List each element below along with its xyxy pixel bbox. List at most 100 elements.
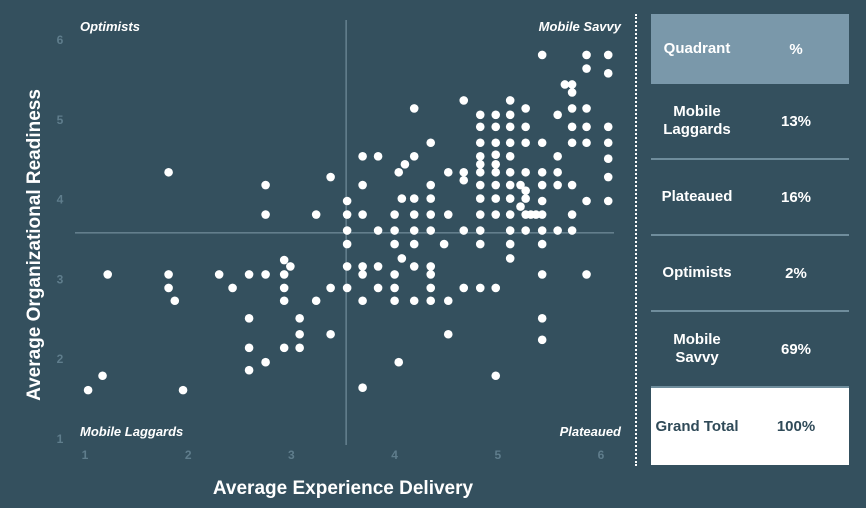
header-percent: %: [789, 40, 803, 58]
data-point: [311, 296, 321, 306]
data-point: [459, 226, 469, 235]
data-point: [279, 283, 289, 293]
data-point: [505, 152, 515, 161]
data-point: [603, 172, 613, 182]
data-point: [553, 110, 562, 120]
data-point: [426, 180, 436, 190]
data-point: [83, 385, 93, 395]
data-point: [475, 122, 485, 132]
data-point: [390, 210, 399, 219]
data-point: [491, 150, 501, 160]
data-point: [426, 262, 436, 271]
data-point: [358, 296, 367, 306]
data-point: [491, 180, 501, 190]
data-point: [560, 80, 570, 89]
quadrant-label-bottom-left: Mobile Laggards: [80, 424, 183, 439]
data-point: [261, 270, 270, 279]
data-point: [491, 122, 501, 132]
data-point: [326, 172, 335, 182]
row-percent: 13%: [780, 112, 812, 130]
data-point: [443, 296, 453, 306]
x-tick-label: 5: [494, 448, 501, 462]
row-quadrant-name: Plateaued: [661, 188, 733, 205]
data-point: [286, 262, 295, 271]
data-point: [491, 110, 501, 120]
quadrant-label-top-right: Mobile Savvy: [539, 19, 622, 34]
total-label: Grand Total: [655, 417, 739, 435]
row-quadrant-name: Mobile Laggards: [663, 103, 731, 138]
data-point: [358, 152, 367, 161]
data-point: [397, 254, 407, 263]
data-point: [491, 371, 501, 381]
data-point: [279, 343, 289, 353]
data-point: [390, 226, 399, 235]
data-point: [279, 255, 289, 265]
data-point: [475, 110, 485, 120]
data-point: [358, 262, 367, 271]
data-point: [603, 50, 613, 60]
data-point: [443, 167, 453, 177]
data-point: [295, 343, 304, 353]
y-tick-label: 1: [57, 432, 64, 446]
data-point: [567, 138, 577, 148]
data-point: [373, 152, 383, 161]
data-point: [521, 122, 530, 132]
quadrant-table: Quadrant % Mobile Laggards 13% Plateaued…: [651, 14, 849, 465]
data-point: [505, 180, 515, 190]
data-point: [459, 167, 469, 177]
data-point: [373, 262, 383, 271]
data-point: [475, 138, 485, 148]
data-point: [521, 104, 530, 113]
data-point: [582, 64, 591, 73]
x-tick-label: 4: [391, 448, 398, 462]
data-point: [103, 270, 113, 279]
data-point: [426, 296, 436, 306]
data-point: [244, 314, 254, 323]
data-point: [553, 226, 562, 235]
data-point: [553, 167, 562, 177]
data-point: [459, 175, 469, 185]
data-point: [394, 357, 404, 367]
data-point: [537, 167, 547, 177]
data-point: [426, 270, 436, 279]
data-point: [295, 329, 304, 339]
data-point: [531, 210, 541, 219]
table-row: Mobile Savvy 69%: [651, 312, 849, 388]
data-point: [505, 167, 515, 177]
data-point: [342, 196, 352, 206]
data-point: [426, 194, 436, 203]
table-total-row: Grand Total 100%: [651, 388, 849, 465]
data-point: [342, 239, 352, 249]
data-point: [244, 270, 254, 279]
data-point: [409, 210, 419, 219]
data-point: [358, 383, 367, 393]
y-tick-label: 2: [57, 352, 64, 366]
data-point: [342, 262, 352, 271]
data-point: [491, 167, 501, 177]
data-point: [505, 239, 515, 249]
data-point: [409, 262, 419, 271]
y-tick-label: 5: [57, 113, 64, 127]
data-point: [390, 296, 399, 306]
data-point: [244, 365, 254, 375]
data-point: [516, 180, 525, 190]
data-point: [426, 226, 436, 235]
data-point: [409, 104, 419, 113]
table-divider: [635, 14, 637, 466]
data-point: [164, 167, 173, 177]
quadrant-label-bottom-right: Plateaued: [560, 424, 622, 439]
data-point: [582, 138, 591, 148]
data-point: [390, 283, 399, 293]
data-point: [567, 122, 577, 132]
data-point: [505, 110, 515, 120]
data-point: [505, 210, 515, 219]
data-point: [475, 239, 485, 249]
data-point: [567, 180, 577, 190]
quadrant-label-top-left: Optimists: [80, 19, 140, 34]
data-point: [261, 180, 270, 190]
data-point: [358, 180, 367, 190]
data-point: [491, 210, 501, 219]
data-point: [409, 226, 419, 235]
data-point: [475, 194, 485, 203]
